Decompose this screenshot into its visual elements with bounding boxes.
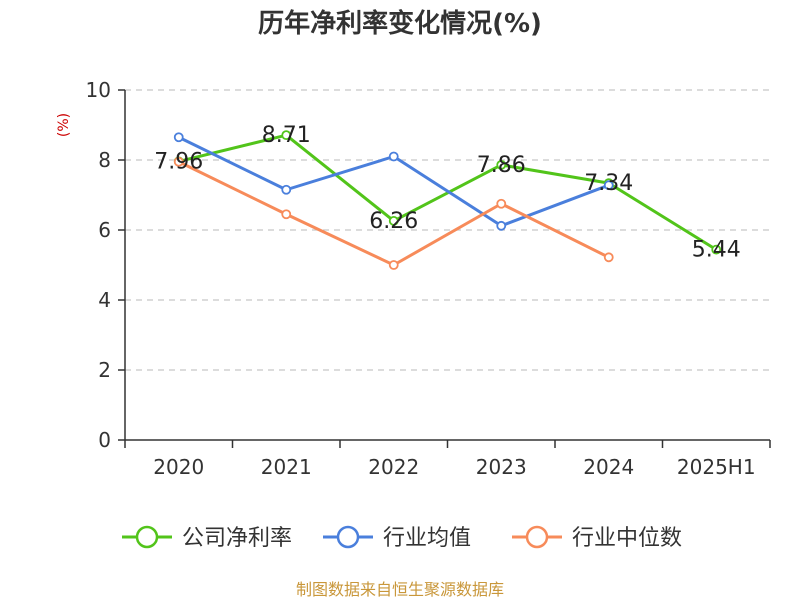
data-point bbox=[603, 180, 614, 191]
y-tick-label: 10 bbox=[86, 78, 111, 102]
data-point bbox=[711, 244, 722, 255]
data-point bbox=[173, 132, 184, 143]
data-point bbox=[496, 159, 507, 170]
data-labels: 7.96 8.71 6.26 7.86 7.34 5.44 bbox=[154, 123, 740, 262]
data-point bbox=[388, 260, 399, 270]
data-point bbox=[496, 198, 507, 209]
legend-marker bbox=[525, 525, 549, 549]
data-label: 8.71 bbox=[262, 123, 311, 148]
legend-marker bbox=[135, 525, 159, 549]
chart-title: 历年净利率变化情况(%) bbox=[258, 8, 542, 39]
series-lines bbox=[173, 130, 722, 270]
x-tick-label: 2022 bbox=[368, 455, 419, 479]
legend-label: 行业均值 bbox=[383, 526, 471, 551]
x-tick-label: 2021 bbox=[261, 455, 312, 479]
data-point bbox=[281, 209, 292, 220]
x-tick-label: 2020 bbox=[153, 455, 204, 479]
x-tick-label: 2024 bbox=[583, 455, 634, 479]
data-point bbox=[496, 220, 507, 231]
data-point bbox=[173, 156, 184, 167]
data-point bbox=[388, 215, 399, 226]
x-tick-label: 2025H1 bbox=[677, 455, 756, 479]
y-axis-label: (%) bbox=[56, 113, 72, 137]
data-label: 7.34 bbox=[584, 171, 633, 196]
data-label: 7.86 bbox=[477, 153, 526, 178]
x-tick-label: 2023 bbox=[476, 455, 527, 479]
data-point bbox=[388, 151, 399, 162]
y-tick-label: 6 bbox=[98, 218, 111, 242]
y-tick-label: 0 bbox=[98, 428, 111, 452]
legend-label: 行业中位数 bbox=[572, 526, 682, 551]
legend-label: 公司净利率 bbox=[182, 526, 292, 551]
y-tick-label: 4 bbox=[98, 288, 111, 312]
gridlines bbox=[125, 89, 770, 371]
data-label: 6.26 bbox=[369, 209, 418, 234]
data-point bbox=[281, 184, 292, 195]
data-point bbox=[281, 130, 292, 141]
axes: 0 2 4 6 8 10 2020 2021 2022 2023 2024 2025H1 bbox=[86, 78, 771, 479]
data-point bbox=[603, 252, 614, 263]
legend-marker bbox=[336, 525, 360, 549]
y-tick-label: 8 bbox=[98, 148, 111, 172]
data-label: 7.96 bbox=[154, 149, 203, 174]
data-label: 5.44 bbox=[692, 238, 741, 263]
legend: 公司净利率 行业均值 行业中位数 bbox=[122, 525, 682, 551]
y-tick-label: 2 bbox=[98, 358, 111, 382]
source-note: 制图数据来自恒生聚源数据库 bbox=[296, 580, 504, 599]
